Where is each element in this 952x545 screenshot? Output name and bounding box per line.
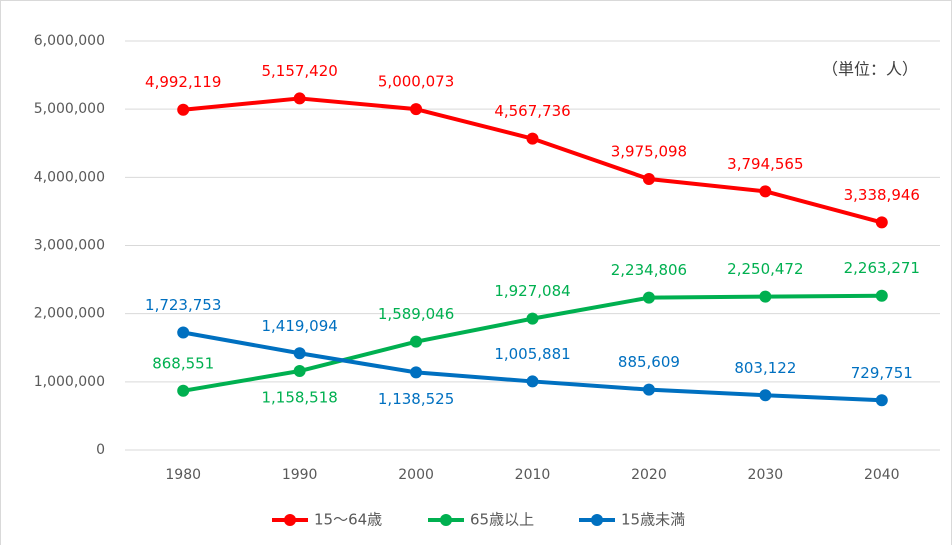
y-tick-label: 4,000,000 [34, 169, 105, 185]
data-label: 1,005,881 [494, 345, 570, 363]
x-tick-label: 2040 [864, 467, 900, 483]
data-point [642, 383, 655, 396]
data-label: 5,000,073 [378, 73, 454, 91]
data-label: 1,589,046 [378, 305, 454, 323]
x-tick-label: 2020 [631, 467, 667, 483]
x-tick-label: 1980 [165, 467, 201, 483]
data-label: 4,567,736 [494, 102, 570, 120]
x-tick-label: 1990 [282, 467, 318, 483]
data-label: 1,158,518 [261, 389, 337, 407]
data-point [293, 347, 306, 360]
data-point [293, 92, 306, 105]
data-point [410, 335, 423, 348]
data-point [642, 173, 655, 186]
legend-label: 15歳未満 [621, 511, 685, 529]
y-tick-label: 3,000,000 [34, 238, 105, 254]
data-point [759, 389, 772, 402]
data-point [410, 103, 423, 116]
y-tick-label: 1,000,000 [34, 374, 105, 390]
y-tick-label: 5,000,000 [34, 101, 105, 117]
data-point [759, 185, 772, 198]
legend-marker [591, 514, 603, 526]
y-tick-label: 0 [96, 442, 105, 458]
data-label: 868,551 [152, 354, 214, 372]
legend-item: 15歳未満 [579, 511, 685, 529]
unit-annotation: （単位：人） [822, 60, 918, 79]
data-point [293, 365, 306, 378]
data-point [642, 291, 655, 304]
data-label: 1,138,525 [378, 390, 454, 408]
y-tick-label: 6,000,000 [34, 33, 105, 49]
data-point [875, 216, 888, 229]
data-label: 2,234,806 [611, 261, 687, 279]
data-label: 2,263,271 [844, 259, 920, 277]
y-tick-label: 2,000,000 [34, 306, 105, 322]
data-label: 3,975,098 [611, 143, 687, 161]
data-point [526, 132, 539, 145]
data-point [177, 326, 190, 339]
data-point [177, 384, 190, 397]
data-label: 803,122 [734, 359, 796, 377]
data-label: 2,250,472 [727, 260, 803, 278]
data-label: 3,794,565 [727, 155, 803, 173]
data-label: 729,751 [851, 364, 913, 382]
legend-item: 65歳以上 [428, 511, 534, 529]
legend-item: 15～64歳 [272, 511, 382, 529]
data-point [759, 290, 772, 303]
legend-label: 15～64歳 [314, 511, 382, 529]
data-label: 5,157,420 [261, 62, 337, 80]
data-point [526, 375, 539, 388]
data-point [410, 366, 423, 379]
legend-marker [284, 514, 296, 526]
data-point [526, 312, 539, 325]
data-point [177, 103, 190, 116]
legend-marker [440, 514, 452, 526]
data-point [875, 289, 888, 302]
data-label: 885,609 [618, 353, 680, 371]
x-tick-label: 2000 [398, 467, 434, 483]
data-label: 1,723,753 [145, 296, 221, 314]
data-label: 4,992,119 [145, 73, 221, 91]
legend-label: 65歳以上 [470, 511, 534, 529]
x-tick-label: 2010 [515, 467, 551, 483]
x-tick-label: 2030 [748, 467, 784, 483]
data-label: 3,338,946 [844, 186, 920, 204]
data-label: 1,419,094 [261, 317, 337, 335]
data-point [875, 394, 888, 407]
data-label: 1,927,084 [494, 282, 570, 300]
